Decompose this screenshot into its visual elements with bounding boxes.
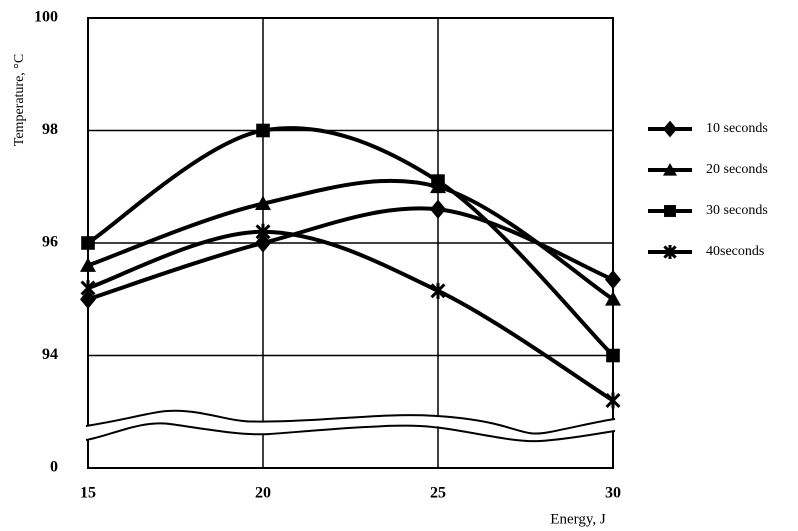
marker <box>256 123 270 138</box>
series-line <box>87 178 615 301</box>
x-tick-label: 30 <box>605 485 621 502</box>
legend-label: 30 seconds <box>706 203 768 218</box>
y-tick-label: 94 <box>42 346 58 363</box>
marker <box>431 174 445 188</box>
x-axis-label: Energy, J <box>550 511 606 527</box>
x-tick-label: 25 <box>430 485 446 502</box>
marker <box>663 163 677 176</box>
x-tick-label: 15 <box>80 485 96 502</box>
marker <box>430 282 446 299</box>
y-tick-label: 96 <box>42 234 58 251</box>
y-axis-label: Temperature, °C <box>12 54 27 146</box>
marker <box>605 291 621 306</box>
marker <box>80 257 96 272</box>
axis-break-fill <box>86 410 615 442</box>
axis-break-line <box>85 422 616 443</box>
marker <box>80 289 96 309</box>
marker <box>255 195 271 211</box>
legend-label: 10 seconds <box>706 121 768 136</box>
marker <box>255 223 271 240</box>
y-tick-label: 98 <box>42 121 58 138</box>
marker <box>80 280 96 296</box>
marker <box>663 120 677 138</box>
legend-label: 40seconds <box>706 244 764 259</box>
marker <box>663 245 677 259</box>
axis-break-line <box>85 409 616 435</box>
marker <box>81 236 95 250</box>
marker <box>605 392 621 409</box>
marker <box>255 233 271 253</box>
legend-label: 20 seconds <box>706 162 768 177</box>
x-tick-label: 20 <box>255 485 271 502</box>
marker <box>605 269 621 290</box>
marker <box>606 348 620 363</box>
y-tick-label: 100 <box>34 9 58 26</box>
marker <box>664 205 676 217</box>
marker <box>430 199 446 219</box>
series-line <box>87 229 615 403</box>
series-line <box>86 126 615 357</box>
y-tick-label: 0 <box>50 459 58 476</box>
